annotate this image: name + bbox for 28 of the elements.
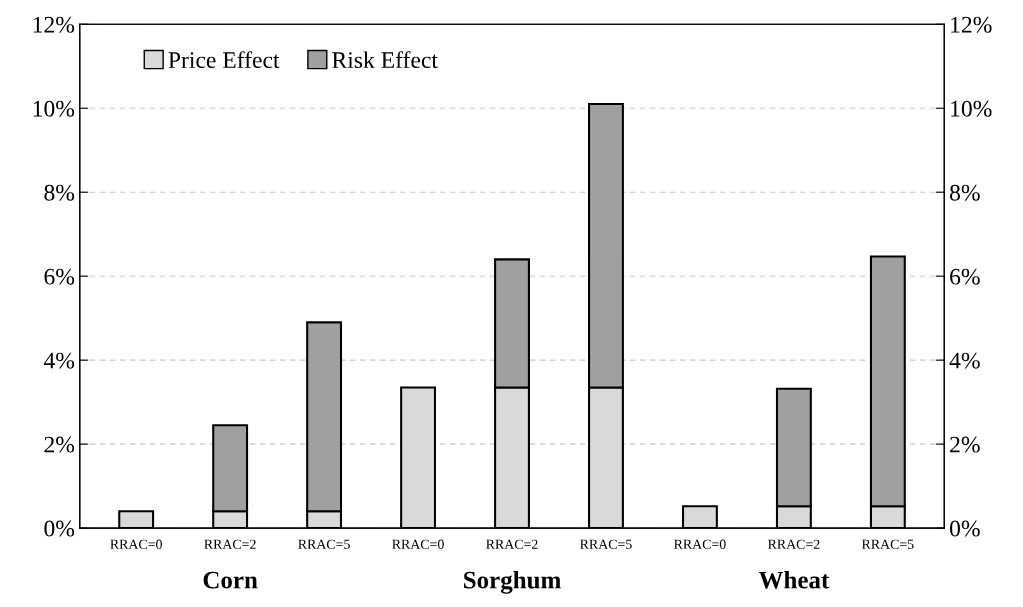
x-tick-label: RRAC=0 [392, 539, 444, 549]
y-tick-label: 10% [33, 100, 75, 117]
y2-tick-label: 0% [949, 520, 980, 537]
y2-tick-label: 6% [950, 268, 980, 285]
x-tick-label: RRAC=5 [861, 539, 914, 549]
y-tick-label: 6% [44, 268, 75, 285]
y2-tick-label: 4% [949, 352, 980, 369]
x-tick-label: RRAC=0 [674, 539, 726, 549]
y2-tick-label: 10% [951, 100, 992, 117]
y-tick-label: 2% [44, 436, 75, 453]
text: Sorghum [464, 570, 561, 594]
x-tick-label: RRAC=5 [580, 539, 632, 549]
y2-tick-label: 2% [950, 436, 980, 453]
y-tick-label: 0% [44, 520, 75, 537]
x-tick-label: RRAC=2 [486, 539, 538, 549]
y2-tick-label: 12% [951, 16, 992, 33]
x-tick-label: RRAC=0 [110, 539, 162, 549]
x-tick-label: RRAC=5 [298, 539, 350, 549]
y-tick-label: 8% [44, 184, 75, 201]
legend-label: Price Effect [168, 51, 280, 69]
text: Corn [203, 571, 258, 589]
y-tick-label: 4% [43, 352, 75, 369]
text: Wheat [758, 570, 830, 589]
x-tick-label: RRAC=2 [204, 539, 256, 549]
y2-tick-label: 8% [949, 184, 980, 201]
legend-label: Risk Effect [332, 51, 438, 69]
x-tick-label: RRAC=2 [767, 539, 820, 549]
y-tick-label: 12% [33, 16, 75, 33]
